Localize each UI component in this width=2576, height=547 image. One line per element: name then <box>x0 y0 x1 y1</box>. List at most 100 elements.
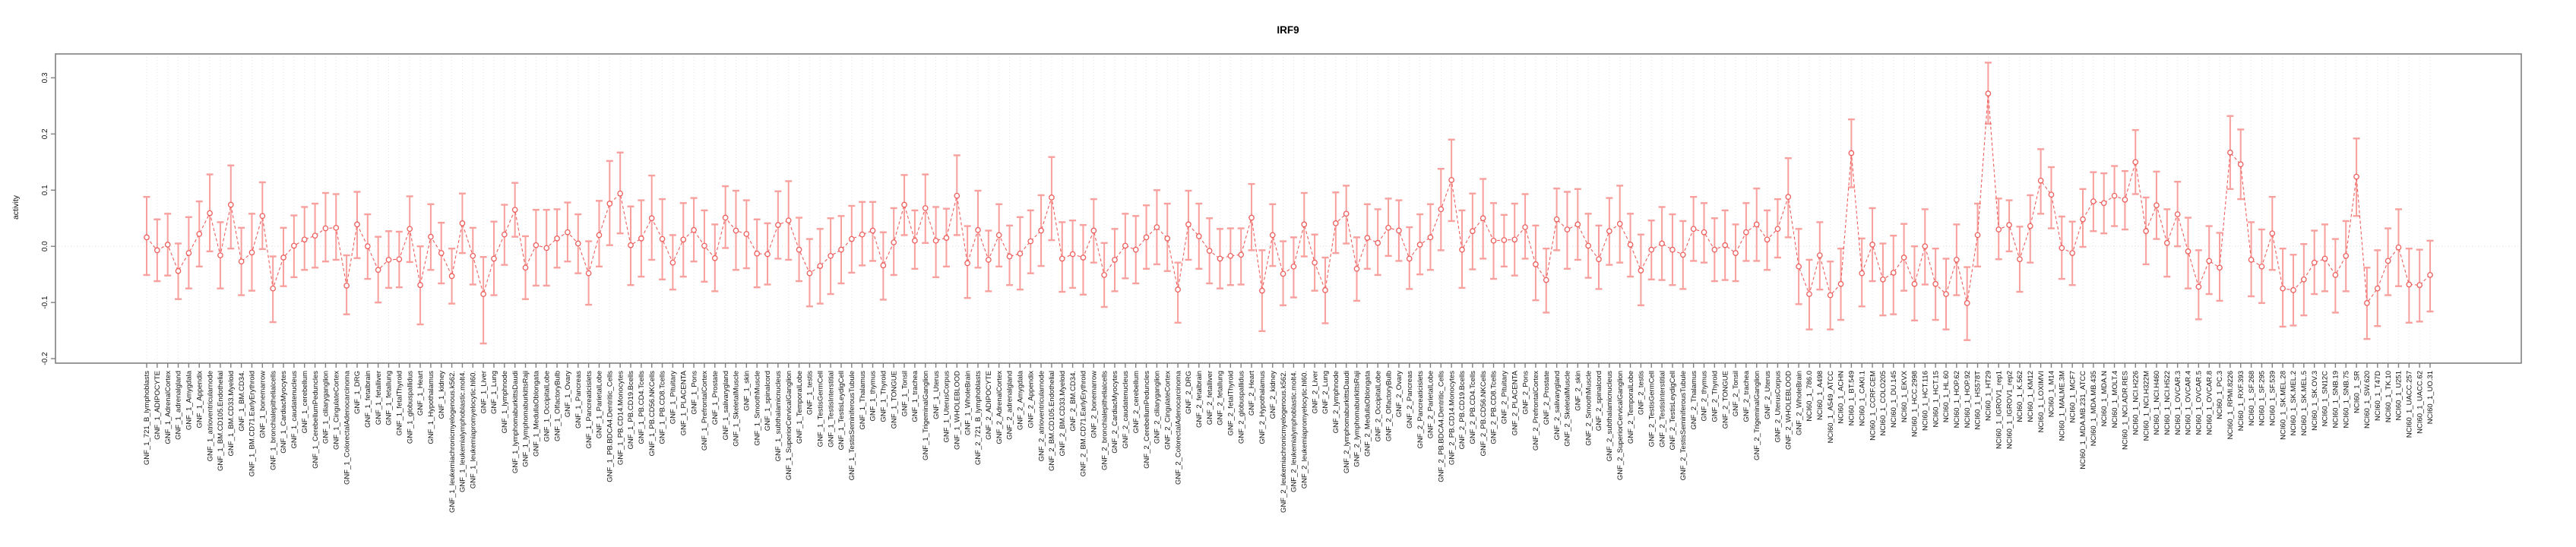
data-point-marker <box>1195 233 1202 239</box>
data-point-marker <box>1438 206 1445 213</box>
x-category-label: GNF_1_TONGUE <box>890 371 898 428</box>
x-category-label: GNF_1_adrenalgland <box>175 371 183 440</box>
data-point-marker <box>407 226 413 232</box>
data-point-marker <box>1217 255 1223 262</box>
x-category-label: GNF_2_fetalThyroid <box>1227 371 1236 436</box>
data-point-marker <box>2017 256 2023 263</box>
x-category-label: GNF_2_lymphomaburkittsDaudi <box>1343 371 1351 473</box>
x-category-label: GNF_1_CerebellumPeduncles <box>312 371 320 469</box>
data-point-marker <box>1585 242 1592 249</box>
data-point-marker <box>1132 246 1139 253</box>
data-point-marker <box>1385 224 1391 231</box>
x-category-label: GNF_2_testis <box>1638 371 1646 415</box>
data-point-marker <box>669 259 676 266</box>
data-point-marker <box>1175 286 1181 292</box>
data-point-marker <box>2185 248 2191 255</box>
x-category-label: GNF_1_PB.CD56.NKCells <box>648 371 657 457</box>
x-category-label: NCI60_1_KM12 <box>2027 371 2035 422</box>
data-point-marker <box>207 210 213 217</box>
x-category-label: GNF_1_BM.CD33.Myeloid <box>227 371 236 456</box>
x-category-label: GNF_2_SuperiorCervicalGanglion <box>1616 371 1625 480</box>
data-point-marker <box>2195 283 2202 290</box>
x-category-label: NCI60_1_SW.620 <box>2363 371 2372 428</box>
x-category-label: GNF_1_CingulateCortex <box>332 371 340 450</box>
data-point-marker <box>901 201 907 208</box>
x-category-label: NCI60_1_LOXIMVI <box>2037 371 2046 432</box>
data-point-marker <box>1269 232 1276 239</box>
x-category-label: GNF_1_AdrenalCortex <box>164 371 172 444</box>
data-point-marker <box>1343 210 1350 217</box>
x-category-label: GNF_1_TestisInterstitial <box>827 371 835 447</box>
x-category-label: NCI60_1_NCI.H522 <box>2163 371 2172 435</box>
data-point-marker <box>2059 245 2065 251</box>
data-point-marker <box>270 285 277 292</box>
data-point-marker <box>2206 258 2213 264</box>
data-point-marker <box>480 291 486 297</box>
x-category-label: GNF_1_Tonsil <box>900 371 909 416</box>
x-category-label: GNF_1_BM.CD34. <box>238 371 246 432</box>
x-category-label: GNF_2_Tonsil <box>1732 371 1740 416</box>
data-point-marker <box>2353 173 2359 180</box>
data-point-marker <box>2300 276 2307 283</box>
data-point-marker <box>701 242 707 249</box>
x-category-label: GNF_1_skin <box>743 371 752 411</box>
data-point-marker <box>2048 191 2055 198</box>
data-point-marker <box>838 246 844 253</box>
data-point-marker <box>1616 220 1623 227</box>
x-category-label: GNF_2_PB.CD8.Tcells <box>1490 371 1498 444</box>
x-category-label: GNF_2_trachea <box>1742 370 1751 422</box>
data-point-marker <box>1027 238 1034 245</box>
data-point-marker <box>754 250 761 257</box>
x-category-label: GNF_2_leukemiachronicmyelogenous.k562. <box>1280 371 1288 513</box>
x-category-label: GNF_1_TestisLeydigCell <box>837 371 846 451</box>
x-category-label: NCI60_1_U251 <box>2395 371 2404 421</box>
x-category-label: GNF_2_WHOLEBLOOD <box>1784 371 1793 450</box>
data-point-marker <box>828 252 834 259</box>
data-point-marker <box>785 217 792 224</box>
x-category-label: GNF_2_skin <box>1574 371 1583 411</box>
x-category-label: NCI60_1_MDA.MB.435 <box>2090 371 2098 446</box>
data-point-marker <box>1101 272 1108 278</box>
x-category-label: GNF_2_PB.CD19.Bcells <box>1458 371 1467 450</box>
x-category-label: GNF_2_Liver <box>1311 371 1319 414</box>
data-point-marker <box>1743 229 1749 236</box>
data-point-marker <box>1206 248 1213 254</box>
x-category-label: GNF_2_ColorectalAdenocarcinoma <box>1174 370 1182 485</box>
x-category-label: NCI60_1_786.0 <box>1805 371 1814 422</box>
x-category-label: GNF_2_Pancreas <box>1406 371 1414 428</box>
data-point-marker <box>1733 250 1739 256</box>
data-point-marker <box>312 232 318 239</box>
data-point-marker <box>1259 287 1265 294</box>
data-point-marker <box>1090 227 1097 234</box>
x-category-label: GNF_2_bonemarrow <box>1090 371 1099 438</box>
x-category-label: NCI60_1_HCT.15 <box>1932 371 1940 427</box>
x-category-label: GNF_2_CingulateCortex <box>1163 371 1172 450</box>
data-point-marker <box>2080 216 2086 223</box>
x-category-label: GNF_2_TestisSeminiferousTubule <box>1679 371 1688 480</box>
x-category-label: NCI60_1_SK.MEL.28 <box>2279 371 2287 440</box>
data-point-marker <box>1059 255 1065 262</box>
x-category-label: GNF_1_Ovary <box>564 371 572 417</box>
data-point-marker <box>1017 250 1024 257</box>
x-category-label: GNF_1_leukemiapromyelocytic.hl60. <box>469 371 477 489</box>
data-point-marker <box>1069 251 1076 258</box>
x-category-label: GNF_2_WholeBrain <box>1795 371 1803 435</box>
x-category-label: GNF_1_PB.CD19.Bcells <box>627 371 635 450</box>
x-category-label: GNF_2_bronchialepithelialcells <box>1100 371 1109 470</box>
x-category-label: GNF_1_Prostate <box>711 371 720 425</box>
x-category-label: NCI60_1_HOP.92 <box>1964 371 1972 428</box>
x-category-label: GNF_1_ParietalLobe <box>596 371 604 438</box>
x-category-label: GNF_1_salivarygland <box>722 371 730 440</box>
x-category-label: NCI60_1_HT29 <box>1985 371 1993 421</box>
x-category-label: GNF_2_PrefrontalCortex <box>1532 371 1540 451</box>
x-category-label: NCI60_1_SN12C <box>2321 371 2330 427</box>
data-point-marker <box>1900 255 1907 261</box>
data-point-marker <box>1280 270 1286 277</box>
x-category-label: GNF_1_WholeBrain <box>964 371 972 435</box>
data-point-marker <box>733 227 739 234</box>
x-category-label: NCI60_1_MDA.MB.231_ATCC <box>2079 371 2087 470</box>
x-category-label: NCI60_1_HS578T <box>1974 371 1983 430</box>
x-category-label: GNF_1_fetalliver <box>375 371 383 425</box>
data-point-marker <box>248 249 255 256</box>
